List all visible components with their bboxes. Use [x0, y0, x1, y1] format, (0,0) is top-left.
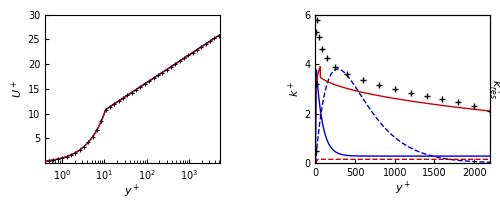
- Y-axis label: $U^+$: $U^+$: [10, 80, 25, 98]
- Y-axis label: $k^+$: $k^+$: [286, 81, 302, 97]
- Y-axis label: $k^+_{res}$: $k^+_{res}$: [486, 79, 500, 99]
- X-axis label: $y^+$: $y^+$: [394, 179, 411, 197]
- X-axis label: $y^+$: $y^+$: [124, 183, 140, 200]
